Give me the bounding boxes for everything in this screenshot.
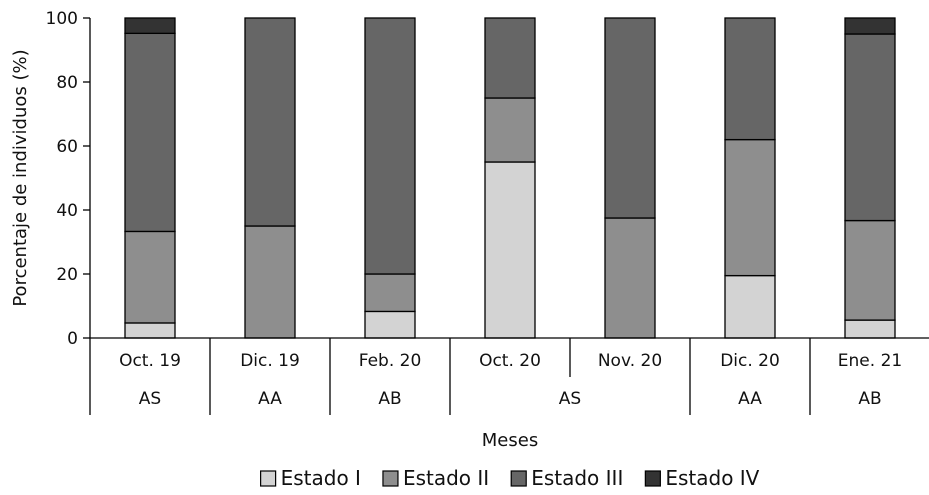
y-tick-label: 20 (56, 265, 78, 285)
x-tick-label: Ene. 21 (838, 351, 902, 371)
y-axis-title: Porcentaje de individuos (%) (10, 49, 31, 306)
y-tick-label: 60 (56, 137, 78, 157)
bar-segment-7-4 (844, 17, 896, 35)
legend-swatch (510, 470, 527, 487)
bar-segment-5-2 (604, 217, 656, 339)
legend-swatch (644, 470, 661, 487)
bar-segment-6-3 (724, 17, 776, 141)
bar-segment-1-3 (124, 32, 176, 233)
bar-segment-6-1 (724, 274, 776, 339)
bar-segment-4-2 (484, 97, 536, 163)
legend-item-1: Estado I (260, 466, 361, 490)
bar-segment-3-1 (364, 310, 416, 339)
x-tick-label: Oct. 19 (119, 351, 181, 371)
x-tick-label: Feb. 20 (359, 351, 422, 371)
bar-segment-1-4 (124, 17, 176, 35)
axes-layer (83, 17, 929, 415)
legend-label: Estado III (531, 466, 623, 490)
group-label: AB (378, 389, 401, 409)
y-tick-label: 100 (46, 9, 78, 29)
bar-segment-1-2 (124, 230, 176, 324)
bar-segment-4-1 (484, 161, 536, 339)
bar-segment-7-3 (844, 33, 896, 222)
legend-item-2: Estado II (382, 466, 489, 490)
bar-segment-4-3 (484, 17, 536, 99)
x-tick-label: Oct. 20 (479, 351, 541, 371)
legend: Estado I Estado II Estado III Estado IV (260, 466, 760, 490)
bar-segment-7-2 (844, 219, 896, 321)
y-tick-label: 0 (67, 329, 78, 349)
x-tick-label: Nov. 20 (598, 351, 662, 371)
bar-segment-5-3 (604, 17, 656, 219)
group-label: AS (139, 389, 161, 409)
x-tick-label: Dic. 20 (720, 351, 780, 371)
legend-swatch (260, 470, 277, 487)
x-axis-title: Meses (482, 430, 538, 451)
bar-segment-7-1 (844, 319, 896, 339)
legend-item-4: Estado IV (644, 466, 760, 490)
bar-segment-2-2 (244, 225, 296, 339)
group-label: AB (858, 389, 881, 409)
x-tick-label: Dic. 19 (240, 351, 300, 371)
legend-label: Estado I (281, 466, 361, 490)
bar-segment-3-3 (364, 17, 416, 275)
bar-segment-2-3 (244, 17, 296, 227)
legend-item-3: Estado III (510, 466, 623, 490)
labels-layer: 0 20 40 60 80 100 Oct. 19 Dic. 19 Feb. 20 Oct. 20… (46, 9, 903, 409)
legend-label: Estado II (403, 466, 489, 490)
legend-swatch (382, 470, 399, 487)
y-tick-label: 40 (56, 201, 78, 221)
group-label: AS (559, 389, 581, 409)
bars-layer (124, 17, 896, 339)
y-tick-label: 80 (56, 73, 78, 93)
bar-segment-3-2 (364, 273, 416, 313)
group-label: AA (738, 389, 762, 409)
bar-segment-6-2 (724, 138, 776, 277)
bar-segment-1-1 (124, 322, 176, 339)
group-label: AA (258, 389, 282, 409)
legend-label: Estado IV (665, 466, 759, 490)
